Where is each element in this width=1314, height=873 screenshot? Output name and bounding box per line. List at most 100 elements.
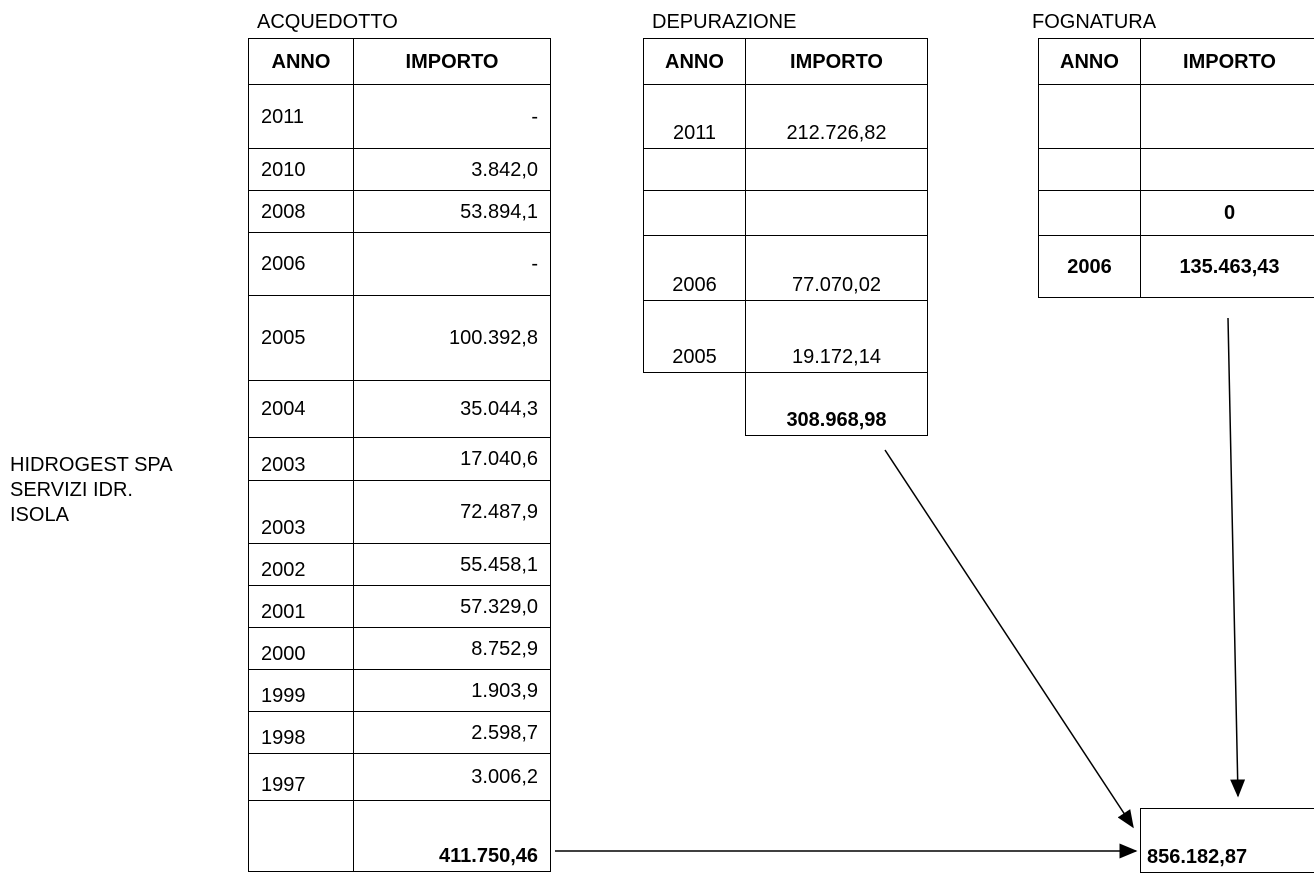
cell: 135.463,43 [1140, 235, 1314, 298]
cell: 35.044,3 [353, 380, 551, 438]
cell: 411.750,46 [353, 800, 551, 872]
cell-text: 308.968,98 [786, 409, 887, 431]
cell-text: 2006 [1067, 255, 1112, 278]
cell [1038, 84, 1141, 149]
cell: ANNO [1038, 38, 1141, 85]
cell: 3.006,2 [353, 753, 551, 801]
cell-text: 2001 [261, 601, 306, 623]
cell-text: 1999 [261, 685, 306, 707]
cell: 8.752,9 [353, 627, 551, 670]
cell: 2003 [248, 437, 354, 481]
cell: ANNO [643, 38, 746, 85]
cell [745, 148, 928, 191]
cell: 0 [1140, 190, 1314, 236]
cell: - [353, 84, 551, 149]
cell-text: 19.172,14 [792, 346, 881, 368]
cell: 2002 [248, 543, 354, 586]
cell: 2004 [248, 380, 354, 438]
cell [745, 190, 928, 236]
cell: IMPORTO [745, 38, 928, 85]
cell: 72.487,9 [353, 480, 551, 544]
cell: 57.329,0 [353, 585, 551, 628]
table-title: ACQUEDOTTO [257, 11, 398, 33]
cell-text: 2005 [672, 346, 717, 368]
cell-text: 2.598,7 [471, 721, 538, 744]
cell: 2011 [643, 84, 746, 149]
cell: 55.458,1 [353, 543, 551, 586]
cell-text: 135.463,43 [1179, 255, 1280, 278]
cell-text: 2003 [261, 454, 306, 476]
cell-text: - [531, 105, 538, 128]
cell: 2006 [643, 235, 746, 301]
cell: - [353, 232, 551, 296]
cell-text: 2002 [261, 559, 306, 581]
cell [248, 800, 354, 872]
cell: ANNO [248, 38, 354, 85]
cell [1140, 84, 1314, 149]
cell-text: 17.040,6 [460, 448, 538, 470]
cell-text: 2004 [261, 398, 306, 420]
cell-text: 53.894,1 [460, 200, 538, 223]
cell-text: ANNO [1060, 50, 1119, 73]
cell-text: 2011 [261, 105, 305, 128]
cell-text: 1.903,9 [471, 679, 538, 702]
cell: 1998 [248, 711, 354, 754]
cell: 2.598,7 [353, 711, 551, 754]
cell: 308.968,98 [745, 372, 928, 436]
cell [1038, 190, 1141, 236]
cell-text: 2008 [261, 200, 306, 223]
cell: 212.726,82 [745, 84, 928, 149]
cell-text: 2011 [672, 122, 716, 144]
cell: 2011 [248, 84, 354, 149]
cell-text: 55.458,1 [460, 553, 538, 576]
cell [1140, 148, 1314, 191]
cell-text: 77.070,02 [792, 274, 881, 296]
cell: 1.903,9 [353, 669, 551, 712]
arrow [884, 449, 1134, 829]
table-title: FOGNATURA [1032, 11, 1157, 33]
cell: 1999 [248, 669, 354, 712]
company-line: HIDROGEST SPA [10, 454, 173, 476]
cell: 17.040,6 [353, 437, 551, 481]
cell-text: 212.726,82 [786, 122, 887, 144]
cell-text: 100.392,8 [449, 327, 538, 349]
cell-text: 3.006,2 [471, 766, 538, 788]
cell-text: IMPORTO [405, 50, 499, 73]
cell-text: 2006 [672, 274, 717, 296]
cell-text: 0 [1223, 202, 1236, 224]
cell: 19.172,14 [745, 300, 928, 373]
cell [643, 148, 746, 191]
cell-text: 2005 [261, 327, 306, 349]
cell-text: 411.750,46 [439, 845, 538, 867]
cell-text: ANNO [665, 50, 724, 73]
cell [643, 190, 746, 236]
arrow [1227, 317, 1246, 798]
cell: 53.894,1 [353, 190, 551, 233]
cell-text: ANNO [271, 50, 331, 73]
cell: 2005 [248, 295, 354, 381]
cell: 2001 [248, 585, 354, 628]
cell-text: 57.329,0 [460, 595, 538, 618]
cell: 2006 [248, 232, 354, 296]
cell: 2000 [248, 627, 354, 670]
cell-text: IMPORTO [790, 50, 883, 73]
cell: 1997 [248, 753, 354, 801]
table-title: DEPURAZIONE [652, 11, 797, 33]
cell: 2010 [248, 148, 354, 191]
cell: 100.392,8 [353, 295, 551, 381]
cell: 2005 [643, 300, 746, 373]
cell: 77.070,02 [745, 235, 928, 301]
cell-text: 72.487,9 [460, 501, 538, 523]
cell-text: 8.752,9 [471, 637, 538, 660]
cell-text: 1997 [261, 774, 306, 796]
cell: 3.842,0 [353, 148, 551, 191]
company-line: ISOLA [10, 504, 69, 526]
cell: 2008 [248, 190, 354, 233]
cell-text: 2010 [261, 158, 306, 181]
cell-text: 1998 [261, 727, 306, 749]
cell: 2006 [1038, 235, 1141, 298]
cell-text: 2006 [261, 253, 306, 275]
cell-text: 3.842,0 [471, 158, 538, 181]
